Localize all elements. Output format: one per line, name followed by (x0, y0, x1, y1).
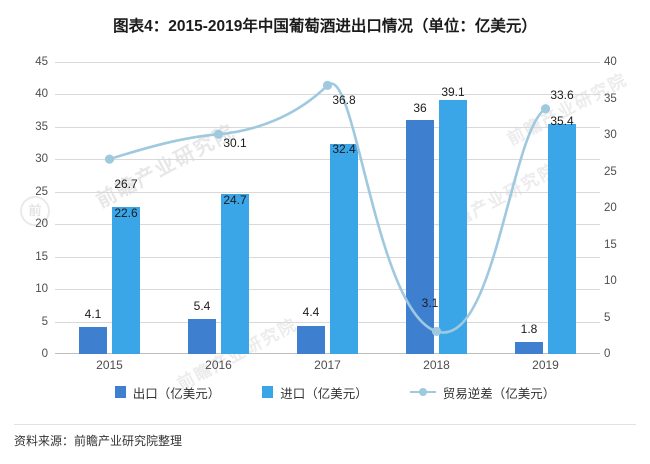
bar-import-2017 (330, 143, 358, 354)
y-left-tick: 35 (35, 120, 48, 133)
legend-label-import: 进口（亿美元） (280, 386, 368, 401)
legend-item-import[interactable]: 进口（亿美元） (262, 383, 368, 402)
x-tick-2019: 2019 (532, 358, 559, 372)
legend-swatch-deficit-icon (409, 386, 436, 398)
y-left-tick: 10 (35, 283, 48, 296)
x-axis-line (55, 353, 600, 354)
y-right-tick: 10 (604, 275, 617, 287)
legend-item-deficit[interactable]: 贸易逆差（亿美元） (409, 383, 556, 402)
value-deficit-2015: 26.7 (114, 177, 138, 191)
legend-swatch-export-icon (114, 386, 126, 398)
y-right-tick: 30 (604, 129, 617, 141)
y-right-tick: 25 (604, 165, 617, 178)
bar-export-2017 (297, 325, 325, 354)
value-export-2016: 5.4 (193, 299, 211, 313)
y-right-tick: 40 (604, 56, 617, 68)
value-deficit-2018: 3.1 (421, 296, 439, 310)
y-right-tick: 0 (604, 348, 611, 360)
legend-label-export: 出口（亿美元） (132, 386, 221, 401)
legend-item-export[interactable]: 出口（亿美元） (114, 383, 221, 402)
x-tick-2018: 2018 (423, 358, 450, 372)
value-import-2017: 32.4 (332, 142, 356, 156)
bar-export-2019 (515, 342, 543, 354)
legend-swatch-import-icon (262, 386, 274, 398)
gridline (55, 159, 600, 161)
value-deficit-2019: 33.6 (550, 88, 574, 102)
y-left-tick: 45 (35, 56, 48, 68)
gridline (55, 191, 600, 193)
y-left-tick: 30 (35, 153, 48, 166)
value-import-2016: 24.7 (223, 193, 247, 207)
y-left-tick: 20 (35, 218, 48, 231)
x-tick-2016: 2016 (205, 358, 232, 372)
y-left-tick: 5 (41, 315, 48, 328)
value-export-2018: 36 (413, 101, 427, 115)
value-deficit-2016: 30.1 (223, 136, 247, 150)
source-note: 资料来源：前瞻产业研究院整理 (14, 434, 183, 448)
y-left-tick: 0 (41, 348, 48, 360)
gridline (55, 224, 600, 226)
bar-import-2016 (221, 193, 249, 354)
value-import-2018: 39.1 (441, 85, 465, 99)
legend-label-deficit: 贸易逆差（亿美元） (442, 386, 556, 401)
bar-import-2018 (439, 100, 467, 354)
plot-area (55, 62, 600, 354)
y-left-tick: 15 (35, 250, 48, 263)
gridline (55, 289, 600, 291)
value-deficit-2017: 36.8 (332, 93, 356, 107)
x-tick-2017: 2017 (314, 358, 341, 372)
y-left-tick: 40 (35, 88, 48, 101)
gridline (55, 126, 600, 128)
value-import-2019: 35.4 (550, 114, 574, 128)
value-import-2015: 22.6 (114, 206, 138, 220)
gridline (55, 321, 600, 323)
chart-legend: 出口（亿美元） 进口（亿美元） 贸易逆差（亿美元） (55, 382, 615, 402)
gridline (55, 94, 600, 96)
gridline (55, 256, 600, 258)
y-left-tick: 25 (35, 185, 48, 198)
bar-export-2018 (406, 120, 434, 354)
y-right-tick: 5 (604, 311, 611, 324)
value-export-2019: 1.8 (520, 322, 538, 336)
trade-deficit-line (104, 80, 551, 336)
y-right-tick: 35 (604, 92, 617, 105)
value-export-2015: 4.1 (84, 307, 102, 321)
value-export-2017: 4.4 (302, 305, 320, 319)
gridline (55, 62, 600, 63)
x-tick-2015: 2015 (96, 358, 123, 372)
watermark-logo-icon: 前 (20, 196, 50, 226)
bar-export-2016 (188, 319, 216, 354)
bar-export-2015 (79, 327, 107, 354)
chart-title: 图表4：2015-2019年中国葡萄酒进出口情况（单位：亿美元） (113, 18, 537, 35)
bar-import-2015 (112, 207, 140, 354)
y-right-tick: 15 (604, 238, 617, 251)
bar-import-2019 (548, 124, 576, 354)
y-right-tick: 20 (604, 202, 617, 214)
footer-divider (14, 424, 636, 425)
